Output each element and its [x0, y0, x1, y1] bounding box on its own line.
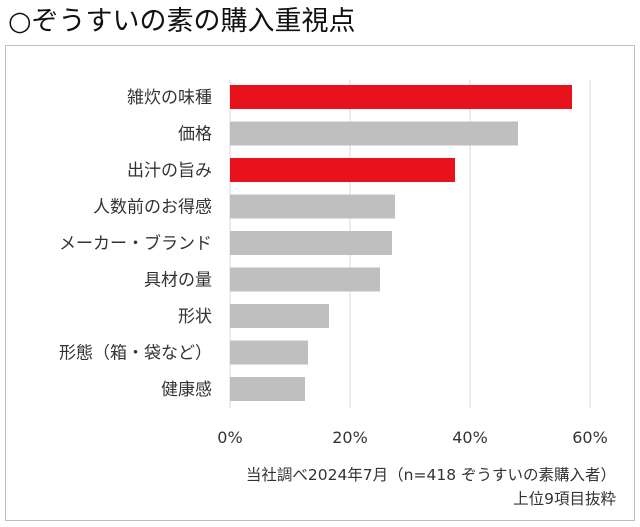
bar-chart: 雑炊の味種価格出汁の旨み人数前のお得感メーカー・ブランド具材の量形状形態（箱・袋…: [59, 80, 608, 447]
bar: [230, 158, 455, 182]
category-label: 形態（箱・袋など）: [59, 344, 212, 364]
bar: [230, 304, 329, 328]
category-label: 形状: [178, 307, 212, 327]
x-tick-label: 0%: [217, 428, 242, 447]
category-label: 雑炊の味種: [127, 88, 212, 108]
bar: [230, 121, 518, 146]
bar: [230, 194, 395, 219]
category-label: メーカー・ブランド: [59, 233, 212, 254]
category-label: 価格: [178, 125, 212, 145]
category-label: 人数前のお得感: [93, 198, 212, 218]
bars: [230, 85, 572, 401]
category-label: 出汁の旨み: [127, 161, 212, 181]
chart-notes: 当社調べ2024年7月（n=418 ぞうすいの素購入者） 上位9項目抜粋: [246, 463, 616, 511]
category-labels: 雑炊の味種価格出汁の旨み人数前のお得感メーカー・ブランド具材の量形状形態（箱・袋…: [59, 88, 212, 400]
bar: [230, 267, 380, 292]
x-tick-label: 20%: [332, 428, 368, 447]
category-label: 具材の量: [144, 271, 212, 291]
x-tick-label: 60%: [572, 428, 608, 447]
x-axis-ticks: 0% 20% 40% 60%: [217, 428, 607, 447]
page-title: ○ぞうすいの素の購入重視点: [8, 6, 356, 37]
bar: [230, 377, 305, 401]
chart-frame: [5, 45, 635, 521]
category-label: 健康感: [161, 380, 212, 400]
subset-note: 上位9項目抜粋: [513, 490, 616, 508]
x-tick-label: 40%: [452, 428, 488, 447]
bar: [230, 340, 308, 365]
bar: [230, 231, 392, 255]
source-note: 当社調べ2024年7月（n=418 ぞうすいの素購入者）: [245, 466, 616, 484]
bar: [230, 85, 572, 109]
